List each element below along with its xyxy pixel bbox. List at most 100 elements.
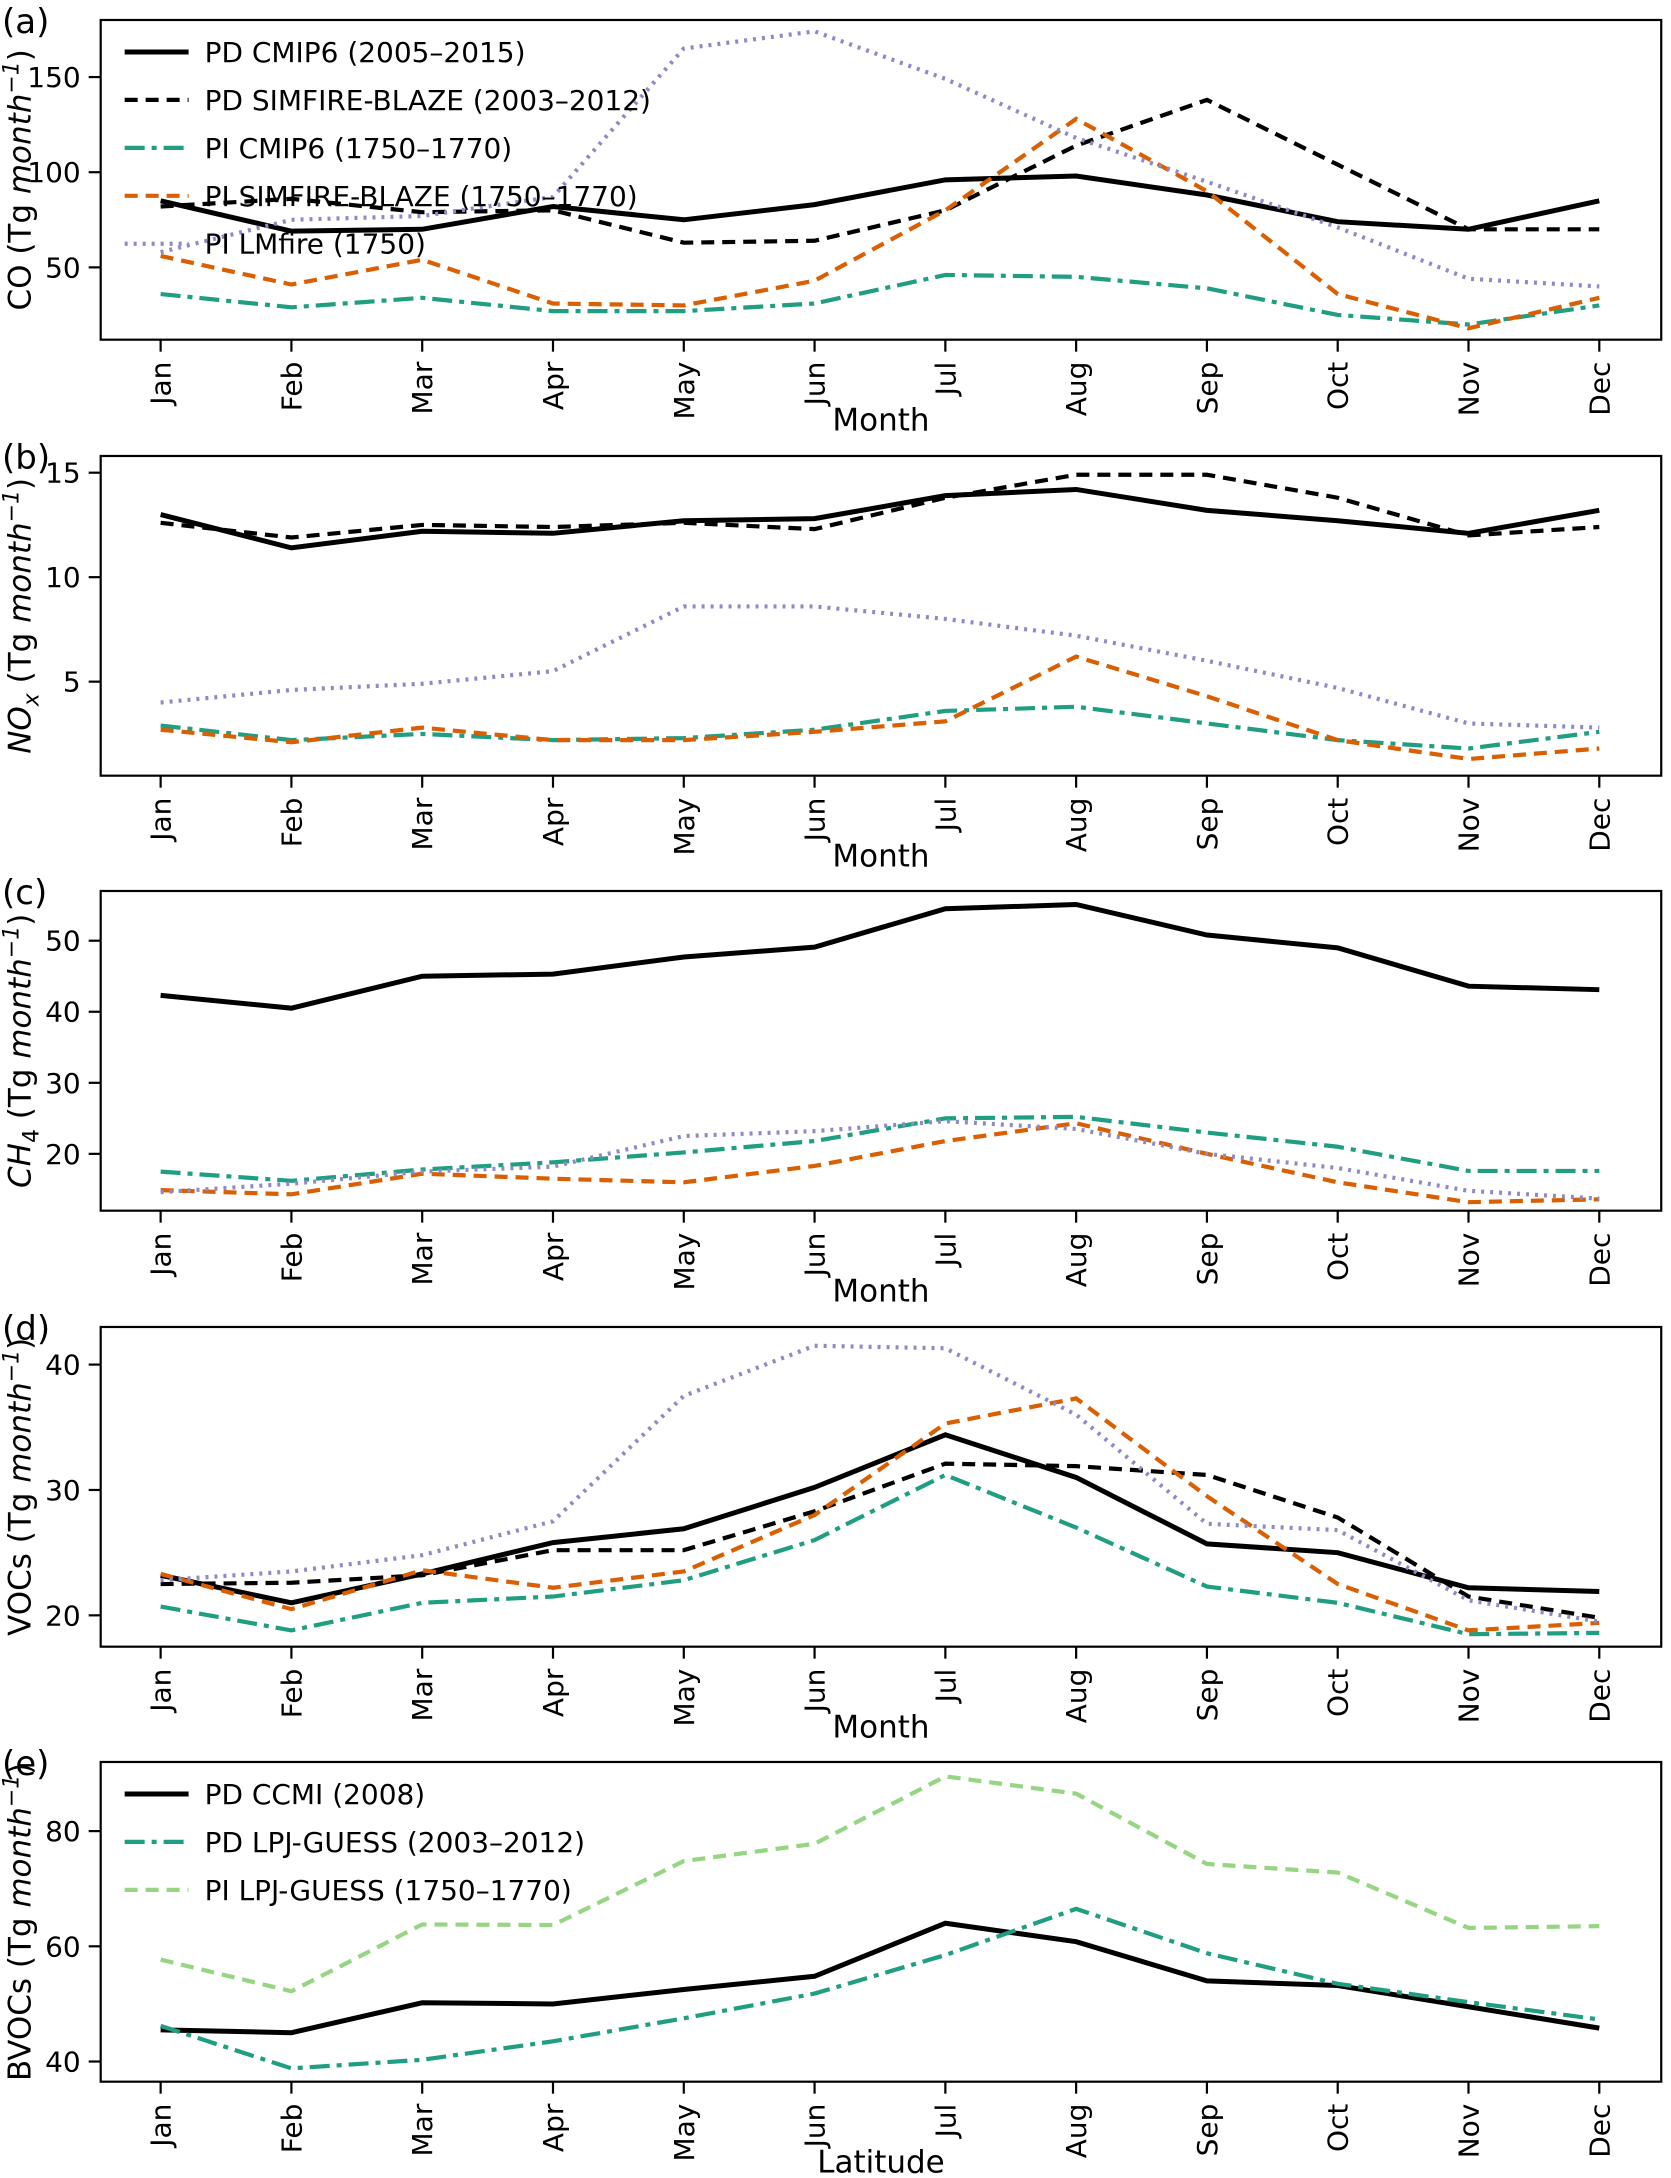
series-line-pd-ccmi-2008 — [160, 1921, 1600, 2036]
y-tick-label: 40 — [45, 1348, 81, 1381]
x-tick-label: Aug — [1060, 362, 1093, 417]
x-tick-label: Oct — [1322, 362, 1355, 410]
panel-c: (c) 20 30 40 50 Jan Feb Mar Apr May Jun Jul Aug Sep O… — [0, 871, 1671, 1307]
legend-label-pd-lpj-guess-2003-2012: PD LPJ-GUESS (2003–2012) — [205, 1826, 586, 1859]
x-tick-label: Jan — [145, 797, 178, 842]
x-tick-label: Mar — [406, 797, 439, 850]
legend-label-pd-cmip6-2005-2015: PD CMIP6 (2005–2015) — [205, 36, 526, 69]
y-tick-label: 30 — [45, 1474, 81, 1507]
series-line-pi-cmip6-1750-1770 — [160, 704, 1600, 751]
x-tick-label: Nov — [1452, 2104, 1485, 2159]
x-tick-label: Sep — [1191, 2104, 1224, 2157]
x-tick-label: Dec — [1583, 362, 1616, 416]
legend-label-pd-ccmi-2008: PD CCMI (2008) — [205, 1778, 426, 1811]
x-tick-label: Jun — [799, 362, 832, 408]
series-line-pd-cmip6-2005-2015 — [160, 1431, 1600, 1606]
plot-border — [99, 1761, 1663, 2084]
plot-border — [99, 890, 1663, 1212]
x-axis-title: Latitude — [817, 2145, 944, 2178]
x-tick-label: Sep — [1191, 362, 1224, 415]
x-tick-label: Mar — [406, 1232, 439, 1285]
series-line-pi-simfire-blaze-1750-1770 — [160, 116, 1600, 331]
panel-label-d: (d) — [2, 1308, 51, 1349]
x-tick-label: Feb — [275, 1233, 308, 1283]
x-tick-label: Oct — [1322, 1233, 1355, 1281]
series-line-pd-simfire-blaze-2003-2012 — [160, 97, 1600, 245]
x-tick-label: Jul — [929, 2104, 962, 2140]
x-tick-label: Apr — [537, 361, 570, 410]
legend-label-pd-simfire-blaze-2003-2012: PD SIMFIRE-BLAZE (2003–2012) — [205, 84, 651, 117]
x-tick-label: Jun — [799, 1668, 832, 1714]
legend-label-pi-simfire-blaze-1750-1770: PI SIMFIRE-BLAZE (1750–1770) — [205, 180, 638, 213]
chart-b-nox: 5 10 15 Jan Feb Mar Apr May Jun Jul Aug Sep Oct Nov De… — [0, 454, 1663, 871]
series-line-pi-cmip6-1750-1770 — [160, 1114, 1600, 1184]
plot-border — [99, 18, 1663, 341]
x-tick-label: Jan — [145, 1668, 178, 1713]
x-tick-label: Dec — [1583, 2104, 1616, 2158]
panel-label-b: (b) — [2, 437, 51, 478]
x-tick-label: Dec — [1583, 797, 1616, 851]
x-tick-label: Jan — [145, 1233, 178, 1278]
series-line-pi-cmip6-1750-1770 — [160, 272, 1600, 327]
x-tick-label: Jan — [145, 2104, 178, 2149]
x-tick-label: Jun — [799, 1233, 832, 1279]
x-tick-label: Aug — [1060, 1668, 1093, 1723]
y-axis-title: VOCs (Tg month−1) — [0, 1338, 39, 1636]
y-tick-label: 50 — [45, 251, 81, 284]
x-tick-label: Apr — [537, 797, 570, 846]
y-axis-title: CH4 (Tg month−1) — [0, 914, 45, 1188]
x-tick-label: Aug — [1060, 797, 1093, 852]
y-axis-title: CO (Tg month−1) — [0, 49, 39, 310]
x-tick-label: Jan — [145, 362, 178, 407]
y-tick-label: 100 — [27, 156, 80, 189]
chart-e-bvocs: 40 60 80 Jan Feb Mar Apr May Jun Jul Aug Sep Oct Nov D… — [0, 1761, 1663, 2178]
y-tick-label: 40 — [45, 996, 81, 1029]
y-axis-title: BVOCs (Tg month−1) — [0, 1763, 39, 2081]
panel-d: (d) 20 30 40 Jan Feb Mar Apr May Jun Jul Aug Sep Oct… — [0, 1307, 1671, 1742]
panel-label-c: (c) — [2, 873, 48, 914]
x-tick-label: Apr — [537, 1668, 570, 1717]
x-axis-title: Month — [832, 1274, 929, 1307]
x-tick-label: Jun — [799, 797, 832, 843]
series-line-pi-lpj-guess-1750-1770 — [160, 1774, 1600, 1994]
series-line-pi-simfire-blaze-1750-1770 — [160, 653, 1600, 761]
y-tick-label: 80 — [45, 1815, 81, 1848]
x-tick-label: Feb — [275, 797, 308, 847]
x-tick-label: Feb — [275, 2104, 308, 2154]
legend-label-pi-lmfire-1750: PI LMfire (1750) — [205, 228, 426, 261]
x-tick-label: Jul — [929, 797, 962, 833]
series-line-pi-simfire-blaze-1750-1770 — [160, 1121, 1600, 1205]
panel-a: (a) 50 100 150 Jan Feb Mar Apr May Jun Jul Aug Sep O… — [0, 0, 1671, 436]
x-tick-label: Apr — [537, 1232, 570, 1281]
x-tick-label: Sep — [1191, 797, 1224, 850]
y-tick-label: 30 — [45, 1067, 81, 1100]
series-line-pi-lmfire-1750 — [160, 1119, 1600, 1201]
series-line-pd-cmip6-2005-2015 — [160, 902, 1600, 1011]
series-line-pd-lpj-guess-2003-2012 — [159, 1906, 1600, 2071]
x-tick-label: Jul — [929, 1668, 962, 1704]
x-tick-label: Feb — [275, 362, 308, 412]
x-tick-label: Nov — [1452, 1668, 1485, 1723]
x-tick-label: Nov — [1452, 797, 1485, 852]
x-tick-label: Nov — [1452, 362, 1485, 417]
x-tick-label: Jun — [799, 2104, 832, 2150]
panel-e: (e) 40 60 80 Jan Feb Mar Apr May Jun Jul Aug Sep Oct… — [0, 1742, 1671, 2178]
x-tick-label: Oct — [1322, 1668, 1355, 1716]
x-tick-label: May — [668, 362, 701, 420]
x-tick-label: Oct — [1322, 2104, 1355, 2152]
legend-label-pi-lpj-guess-1750-1770: PI LPJ-GUESS (1750–1770) — [205, 1874, 572, 1907]
x-tick-label: Oct — [1322, 797, 1355, 845]
y-tick-label: 5 — [63, 665, 81, 698]
x-tick-label: Jul — [929, 1233, 962, 1269]
x-tick-label: May — [668, 1668, 701, 1726]
y-tick-label: 20 — [45, 1599, 81, 1632]
chart-c-ch4: 20 30 40 50 Jan Feb Mar Apr May Jun Jul Aug Sep Oct No… — [0, 890, 1663, 1307]
y-tick-label: 60 — [45, 1931, 81, 1964]
x-tick-label: Jul — [929, 362, 962, 398]
series-line-pd-simfire-blaze-2003-2012 — [160, 1461, 1600, 1620]
chart-d-vocs: 20 30 40 Jan Feb Mar Apr May Jun Jul Aug Sep Oct Nov D… — [0, 1325, 1663, 1742]
legend-label-pi-cmip6-1750-1770: PI CMIP6 (1750–1770) — [205, 132, 513, 165]
series-line-pi-lmfire-1750 — [160, 603, 1600, 730]
panel-label-e: (e) — [2, 1744, 50, 1785]
